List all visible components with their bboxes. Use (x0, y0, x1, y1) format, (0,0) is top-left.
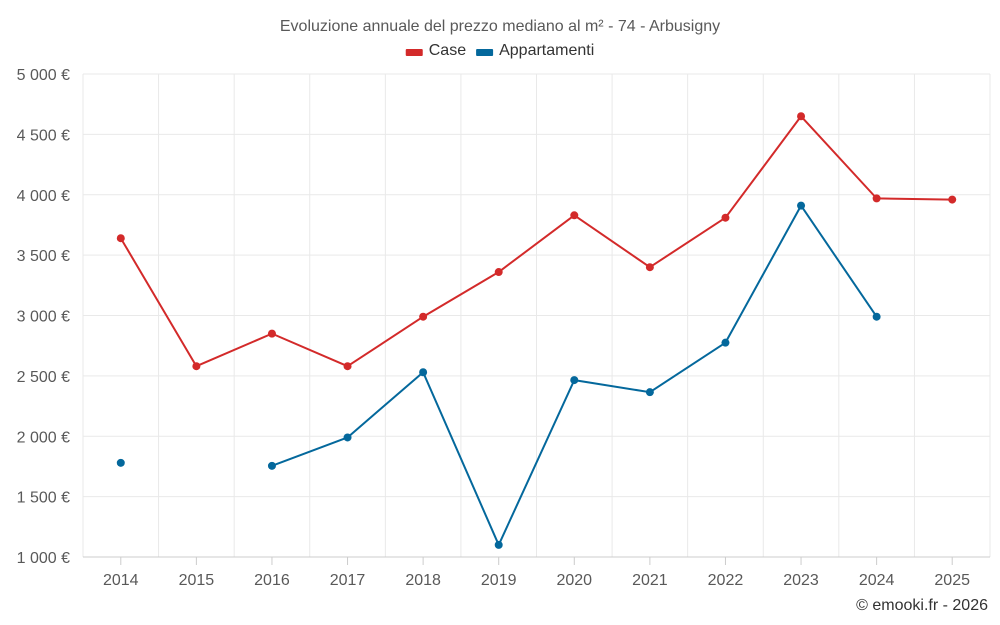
data-point[interactable] (721, 213, 730, 222)
y-tick-label: 4 000 € (17, 188, 70, 205)
y-axis: 1 000 € 1 500 € 2 000 € 2 500 € 3 000 € 3 500… (17, 67, 70, 567)
legend-label: Appartamenti (499, 42, 594, 59)
x-tick-label: 2020 (556, 572, 592, 589)
data-point[interactable] (872, 312, 881, 321)
y-tick-label: 2 500 € (17, 369, 70, 386)
legend: Case Appartamenti (405, 42, 594, 59)
data-point[interactable] (645, 263, 654, 272)
data-point[interactable] (192, 362, 201, 371)
data-point[interactable] (721, 338, 730, 347)
y-tick-label: 4 500 € (17, 127, 70, 144)
x-tick-label: 2014 (103, 572, 139, 589)
data-point[interactable] (645, 388, 654, 397)
x-tick-label: 2017 (330, 572, 366, 589)
data-point[interactable] (116, 234, 125, 243)
data-point[interactable] (267, 329, 276, 338)
series-case (116, 112, 957, 371)
data-point[interactable] (570, 376, 579, 385)
x-axis: 2014 2015 2016 2017 2018 2019 2020 2021 2022 2023… (83, 556, 990, 589)
y-tick-label: 5 000 € (17, 67, 70, 84)
data-point[interactable] (267, 461, 276, 470)
x-tick-label: 2015 (179, 572, 215, 589)
data-point[interactable] (797, 112, 806, 121)
data-point[interactable] (797, 201, 806, 210)
credit-text: © emooki.fr - 2026 (856, 597, 988, 614)
data-point[interactable] (872, 194, 881, 203)
data-point[interactable] (419, 312, 428, 321)
x-tick-label: 2025 (934, 572, 970, 589)
data-point[interactable] (494, 268, 503, 277)
legend-label: Case (429, 42, 466, 59)
x-tick-label: 2016 (254, 572, 290, 589)
legend-swatch (405, 49, 423, 56)
y-tick-label: 3 500 € (17, 248, 70, 265)
x-tick-label: 2024 (859, 572, 895, 589)
data-point[interactable] (494, 540, 503, 549)
data-point[interactable] (570, 211, 579, 220)
y-tick-label: 3 000 € (17, 309, 70, 326)
data-point[interactable] (343, 433, 352, 442)
y-tick-label: 1 500 € (17, 490, 70, 507)
legend-swatch (476, 49, 494, 56)
y-tick-label: 1 000 € (17, 550, 70, 567)
x-tick-label: 2023 (783, 572, 819, 589)
x-tick-label: 2021 (632, 572, 668, 589)
data-point[interactable] (343, 362, 352, 371)
legend-item-appartamenti[interactable]: Appartamenti (476, 42, 594, 59)
x-tick-label: 2018 (405, 572, 441, 589)
data-point[interactable] (948, 195, 957, 204)
series-line (271, 204, 878, 546)
grid (82, 73, 991, 558)
x-tick-label: 2022 (708, 572, 744, 589)
series-layer (116, 112, 957, 549)
y-tick-label: 2 000 € (17, 429, 70, 446)
chart-title: Evoluzione annuale del prezzo mediano al… (280, 18, 720, 35)
x-tick-label: 2019 (481, 572, 517, 589)
legend-item-case[interactable]: Case (405, 42, 466, 59)
series-line (119, 115, 953, 368)
data-point[interactable] (116, 458, 125, 467)
series-appartamenti (116, 201, 881, 549)
data-point[interactable] (419, 368, 428, 377)
